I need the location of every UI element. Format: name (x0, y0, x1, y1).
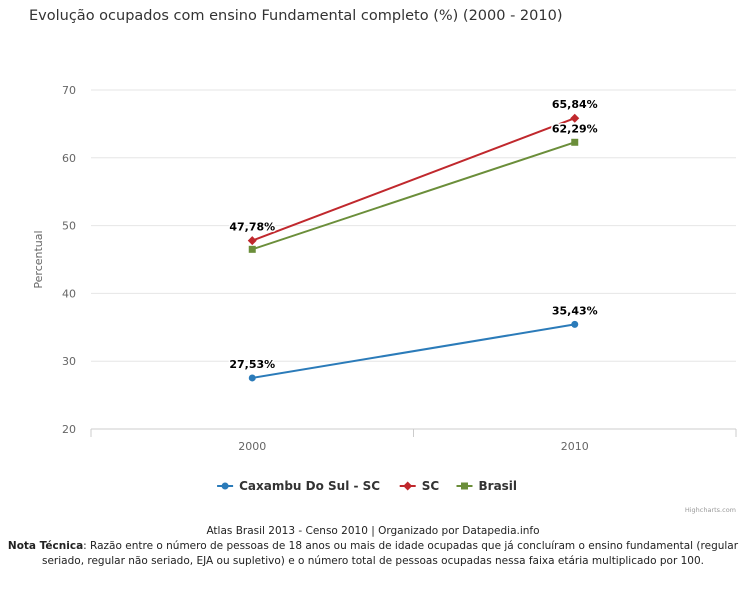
x-tick-label: 2010 (561, 440, 589, 453)
data-point-caxambu-do-sul-sc (248, 374, 256, 382)
y-tick-label: 40 (62, 287, 76, 300)
data-point-sc (247, 236, 257, 246)
data-label-sc: 47,78% (229, 221, 275, 234)
legend-marker-sc (403, 481, 413, 491)
series-line-caxambu-do-sul-sc (252, 323, 575, 379)
legend-label-sc[interactable]: SC (422, 479, 440, 493)
legend-marker-brasil (461, 482, 468, 490)
data-label-sc: 65,84% (552, 98, 598, 111)
legend-label-brasil[interactable]: Brasil (479, 479, 518, 493)
y-axis-title: Percentual (32, 230, 45, 288)
caption: Atlas Brasil 2013 - Censo 2010 | Organiz… (0, 524, 746, 569)
chart-title: Evolução ocupados com ensino Fundamental… (29, 8, 563, 24)
data-label-caxambu-do-sul-sc: 27,53% (229, 358, 275, 371)
legend-label-caxambu-do-sul-sc[interactable]: Caxambu Do Sul - SC (239, 479, 380, 493)
y-tick-label: 50 (62, 220, 76, 233)
x-tick-label: 2000 (238, 440, 266, 453)
data-point-brasil (248, 245, 256, 253)
y-tick-label: 60 (62, 152, 76, 165)
data-label-caxambu-do-sul-sc: 35,43% (552, 304, 598, 317)
caption-source: Atlas Brasil 2013 - Censo 2010 | Organiz… (206, 525, 540, 537)
data-label-brasil: 62,29% (552, 122, 598, 135)
note-label: Nota Técnica (7, 540, 84, 552)
y-tick-label: 20 (62, 423, 76, 436)
series-line-brasil (251, 141, 576, 251)
legend-marker-caxambu-do-sul-sc (221, 482, 229, 490)
note-text: : Razão entre o número de pessoas de 18 … (42, 540, 739, 567)
series-line-sc (251, 117, 576, 242)
line-chart: 20 30 40 50 60 70 2000 2010 Percentual 27,53% 35,4… (32, 84, 737, 493)
data-point-caxambu-do-sul-sc (571, 320, 579, 328)
y-tick-label: 70 (62, 84, 76, 97)
y-tick-label: 30 (62, 355, 76, 368)
data-point-sc (570, 113, 580, 123)
data-point-brasil (571, 138, 579, 146)
credits[interactable]: Highcharts.com (684, 506, 736, 514)
